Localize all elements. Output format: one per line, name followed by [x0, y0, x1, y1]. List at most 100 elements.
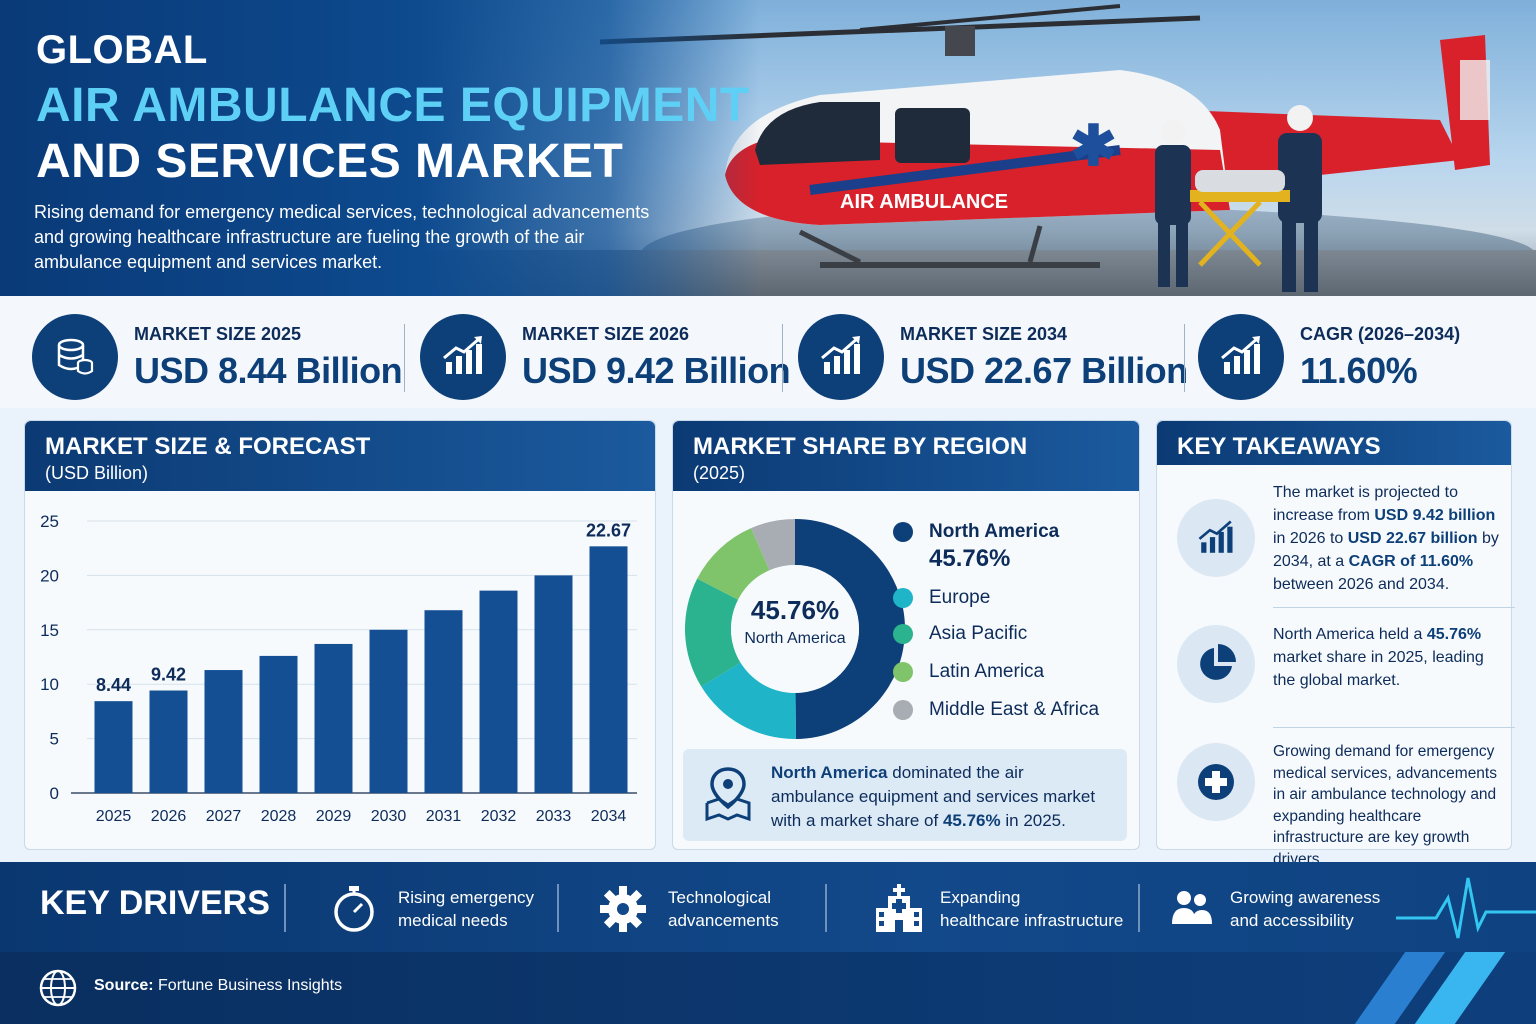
driver-text: Rising emergency medical needs — [398, 886, 534, 932]
stat-label: CAGR (2026–2034) — [1300, 324, 1461, 344]
bar-2026 — [149, 690, 188, 793]
x-tick-label: 2026 — [151, 808, 187, 825]
region-subtitle: (2025) — [693, 463, 746, 483]
stat-label: MARKET SIZE 2025 — [134, 324, 302, 344]
y-tick-label: 15 — [40, 621, 59, 640]
t1-g: between 2026 and 2034. — [1273, 576, 1450, 593]
t1-e: by 2034, at a — [1273, 530, 1499, 570]
hero-overlay — [0, 0, 760, 296]
x-tick-label: 2033 — [536, 808, 572, 825]
source-value: Fortune Business Insights — [153, 977, 343, 994]
x-tick-label: 2032 — [481, 808, 517, 825]
bar-2034 — [589, 546, 628, 793]
divider — [1138, 884, 1140, 932]
region-note-text: North America dominated the air ambulanc… — [771, 761, 1111, 833]
key-drivers-title: KEY DRIVERS — [40, 884, 270, 922]
x-tick-label: 2034 — [591, 808, 627, 825]
region-donut-chart — [685, 519, 905, 739]
donut-center-label: North America — [744, 630, 846, 647]
stat-label: MARKET SIZE 2026 — [522, 324, 690, 344]
driver-line-1: Technological — [668, 888, 772, 907]
bar-2027 — [204, 670, 243, 793]
globe-icon — [39, 969, 77, 1007]
database-icon — [32, 314, 118, 400]
legend-label: Middle East & Africa — [929, 699, 1100, 720]
takeaway-text-3: Growing demand for emergency medical ser… — [1273, 743, 1497, 868]
stat-value: USD 9.42 Billion — [522, 350, 791, 391]
driver-item-1: Rising emergency medical needs — [330, 884, 550, 934]
region-note: North America dominated the air ambulanc… — [683, 749, 1127, 841]
takeaways-title: KEY TAKEAWAYS — [1177, 433, 1381, 460]
donut-slice-europe — [701, 662, 796, 739]
legend-swatch — [893, 662, 913, 682]
bar-2030 — [369, 629, 408, 793]
divider — [404, 324, 405, 392]
t1-c: in 2026 to — [1273, 530, 1348, 547]
legend-item: Latin America — [893, 661, 1044, 683]
legend-label: Asia Pacific — [929, 623, 1028, 644]
note-text-1: dominated the air ambulance equipment an… — [771, 763, 1096, 830]
title-line-1: GLOBAL — [36, 28, 208, 72]
source-label: Source: — [94, 977, 154, 994]
legend-swatch — [893, 624, 913, 644]
note-text-2: in 2025. — [1000, 811, 1066, 830]
legend-label: North America — [929, 521, 1060, 542]
forecast-subtitle: (USD Billion) — [45, 463, 149, 483]
driver-text: Technological advancements — [668, 886, 779, 932]
region-title: MARKET SHARE BY REGION — [693, 433, 1028, 460]
t1-b: USD 9.42 billion — [1374, 507, 1496, 524]
donut-center: 45.76% North America — [715, 595, 875, 648]
divider — [284, 884, 286, 932]
stat-label: MARKET SIZE 2034 — [900, 324, 1068, 344]
driver-item-3: Expanding healthcare infrastructure — [874, 884, 1134, 934]
driver-text: Expanding healthcare infrastructure — [940, 886, 1123, 932]
helicopter-illustration: ✱ AIR AMBULANCE — [599, 4, 1490, 292]
gear-icon — [600, 886, 646, 932]
pie-chart-icon — [1177, 625, 1255, 703]
takeaways-header: KEY TAKEAWAYS — [1157, 421, 1511, 465]
legend-na-pct: 45.76% — [929, 545, 1011, 572]
stat-value: USD 8.44 Billion — [134, 350, 403, 391]
donut-slice-asia-pacific — [685, 578, 741, 687]
donut-hole — [731, 565, 859, 693]
t2-a: North America held a — [1273, 626, 1427, 643]
legend-label: Europe — [929, 587, 991, 608]
legend-item: Europe — [893, 587, 991, 609]
bar-2025 — [94, 701, 133, 793]
t2-c: market share in 2025, leading the global… — [1273, 649, 1484, 689]
driver-item-4: Growing awareness and accessibility — [1170, 884, 1390, 934]
legend-swatch — [893, 700, 913, 720]
source-text: Source: Fortune Business Insights — [94, 977, 342, 995]
divider — [557, 884, 559, 932]
donut-slice-middle-east-africa — [751, 519, 795, 571]
title-line-2: AIR AMBULANCE EQUIPMENT — [36, 79, 750, 132]
divider — [1184, 324, 1185, 392]
legend-item: Asia Pacific — [893, 623, 1028, 645]
region-header: MARKET SHARE BY REGION (2025) — [673, 421, 1139, 491]
divider — [825, 884, 827, 932]
region-panel: MARKET SHARE BY REGION (2025) 45.76% Nor… — [672, 420, 1140, 850]
x-tick-label: 2030 — [371, 808, 407, 825]
legend-swatch — [893, 522, 913, 542]
x-tick-label: 2029 — [316, 808, 352, 825]
y-tick-label: 0 — [50, 784, 59, 803]
key-drivers-bar: KEY DRIVERS Rising emergency medical need… — [0, 862, 1536, 952]
driver-line-1: Growing awareness — [1230, 888, 1381, 907]
t1-f: CAGR of 11.60% — [1348, 553, 1474, 570]
driver-line-2: medical needs — [398, 911, 508, 930]
growth-chart-icon — [1198, 314, 1284, 400]
y-tick-label: 20 — [40, 566, 59, 585]
driver-line-1: Expanding — [940, 888, 1021, 907]
forecast-panel: MARKET SIZE & FORECAST (USD Billion) 0 5 1… — [24, 420, 656, 850]
y-tick-label: 25 — [40, 512, 59, 531]
legend-item: Middle East & Africa — [893, 699, 1100, 721]
takeaway-text-1: The market is projected to increase from… — [1273, 481, 1509, 596]
people-icon — [1172, 891, 1212, 924]
stat-value: USD 22.67 Billion — [900, 350, 1188, 391]
stats-row: MARKET SIZE 2025 USD 8.44 Billion MARKET… — [0, 296, 1536, 408]
bar-2029 — [314, 643, 353, 793]
map-pin-icon — [705, 767, 751, 821]
forecast-header: MARKET SIZE & FORECAST (USD Billion) — [25, 421, 655, 491]
divider — [1273, 727, 1515, 728]
